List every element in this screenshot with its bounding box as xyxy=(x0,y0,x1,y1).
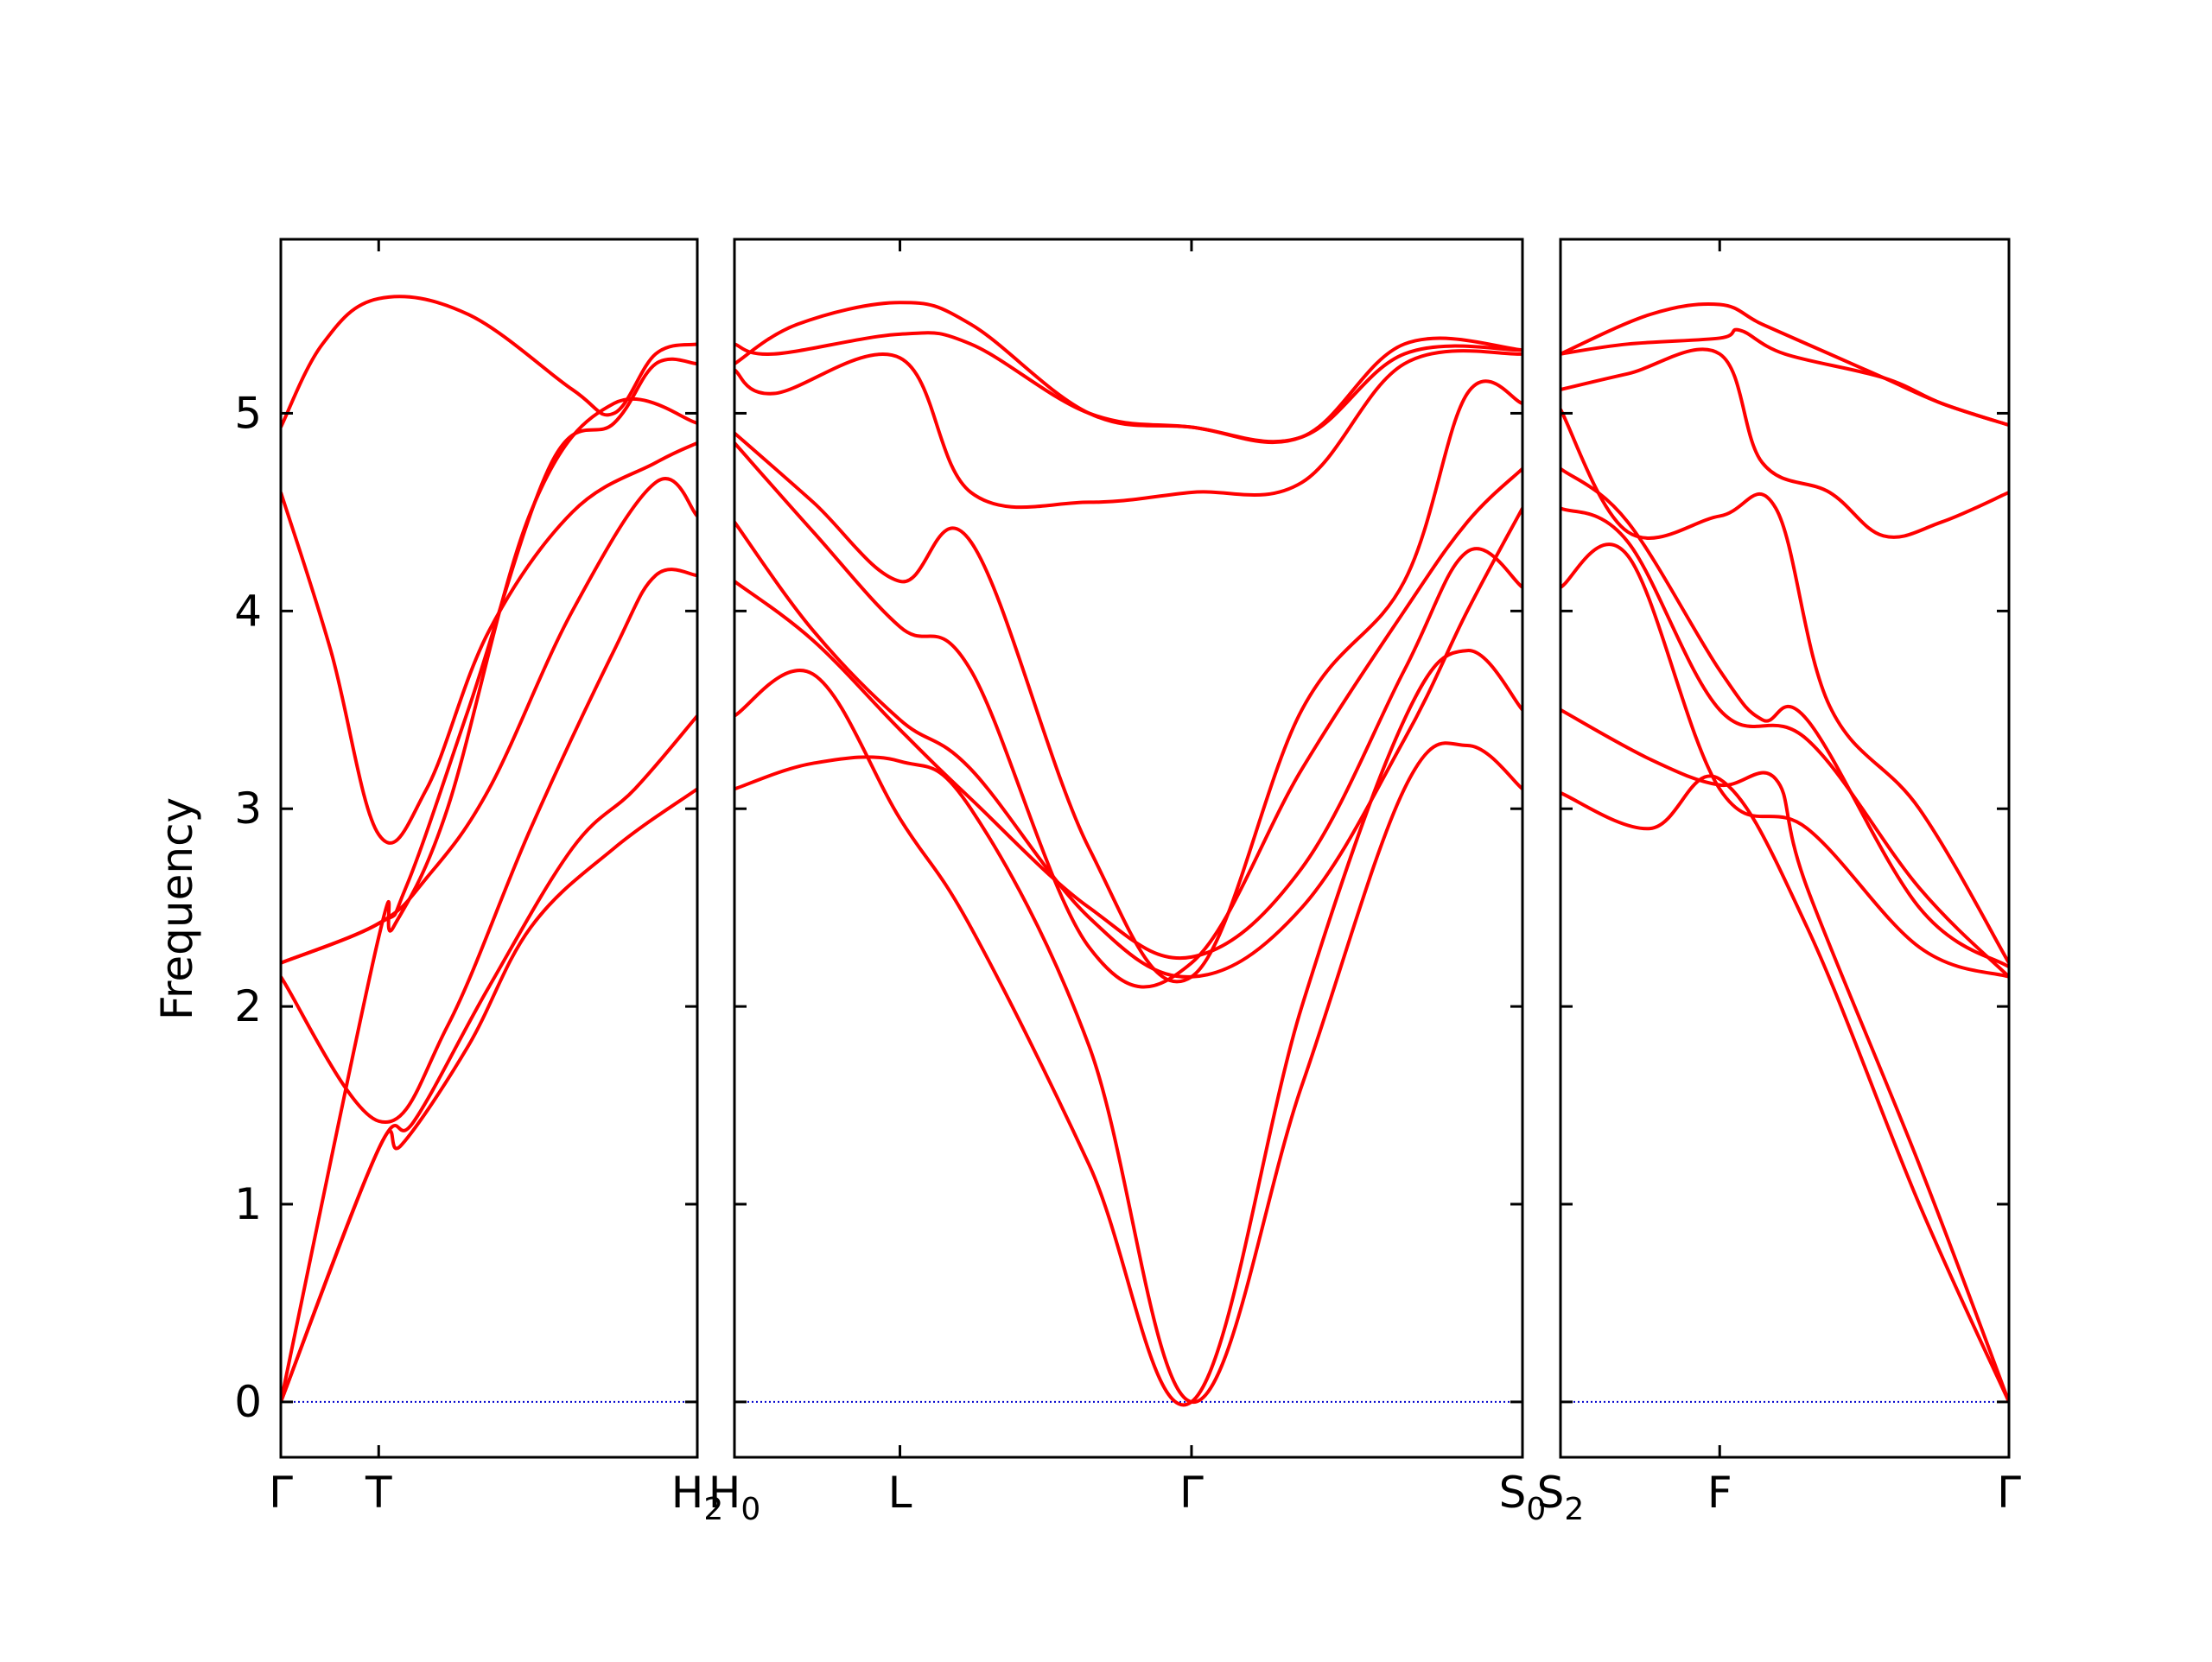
band-line-panel-1-7 xyxy=(281,357,697,965)
y-tick-label: 4 xyxy=(234,586,262,636)
band-line-panel-2-6 xyxy=(734,379,1522,984)
band-line-panel-3-4 xyxy=(1560,506,2009,979)
band-line-panel-1-2 xyxy=(281,714,697,1403)
y-tick-label: 0 xyxy=(234,1377,262,1427)
y-tick-label: 3 xyxy=(234,783,262,834)
band-line-panel-2-9 xyxy=(734,301,1522,444)
band-line-panel-2-3 xyxy=(734,547,1522,961)
band-line-panel-3-8 xyxy=(1560,327,2009,428)
band-line-panel-2-7 xyxy=(734,349,1522,510)
panel-frame-2 xyxy=(733,238,1524,1459)
x-tick-label: F xyxy=(1707,1468,1732,1518)
band-line-panel-2-1 xyxy=(734,741,1522,1404)
band-line-panel-1-3 xyxy=(281,396,697,1403)
panel-frame-1 xyxy=(279,238,699,1459)
y-tick-label: 2 xyxy=(234,981,262,1031)
band-line-panel-3-3 xyxy=(1560,542,2009,979)
band-line-panel-1-8 xyxy=(281,295,697,428)
x-tick-label: Γ xyxy=(1179,1468,1204,1518)
band-line-panel-2-2 xyxy=(734,649,1522,1407)
band-line-panel-2-5 xyxy=(734,441,1522,989)
band-line-panel-3-1 xyxy=(1560,774,2009,1403)
y-tick-label: 5 xyxy=(234,388,262,438)
band-line-panel-1-4 xyxy=(281,568,697,1125)
x-tick-label: L xyxy=(888,1468,912,1518)
x-tick-label: T xyxy=(365,1468,392,1518)
y-tick-label: 1 xyxy=(234,1179,262,1229)
band-line-panel-3-5 xyxy=(1560,466,2009,969)
band-line-panel-3-7 xyxy=(1560,347,2009,539)
band-line-panel-3-9 xyxy=(1560,301,2009,428)
panel-frame-3 xyxy=(1559,238,2011,1459)
band-line-panel-1-5 xyxy=(281,477,697,965)
band-line-panel-1-6 xyxy=(281,441,697,845)
x-tick-label: Γ xyxy=(1997,1468,2021,1518)
x-tick-label: Γ xyxy=(269,1468,293,1518)
band-line-panel-3-6 xyxy=(1560,408,2009,964)
y-axis-label: Frequency xyxy=(152,797,202,1020)
band-line-panel-2-4 xyxy=(734,507,1522,979)
band-line-panel-3-2 xyxy=(1560,708,2009,1403)
